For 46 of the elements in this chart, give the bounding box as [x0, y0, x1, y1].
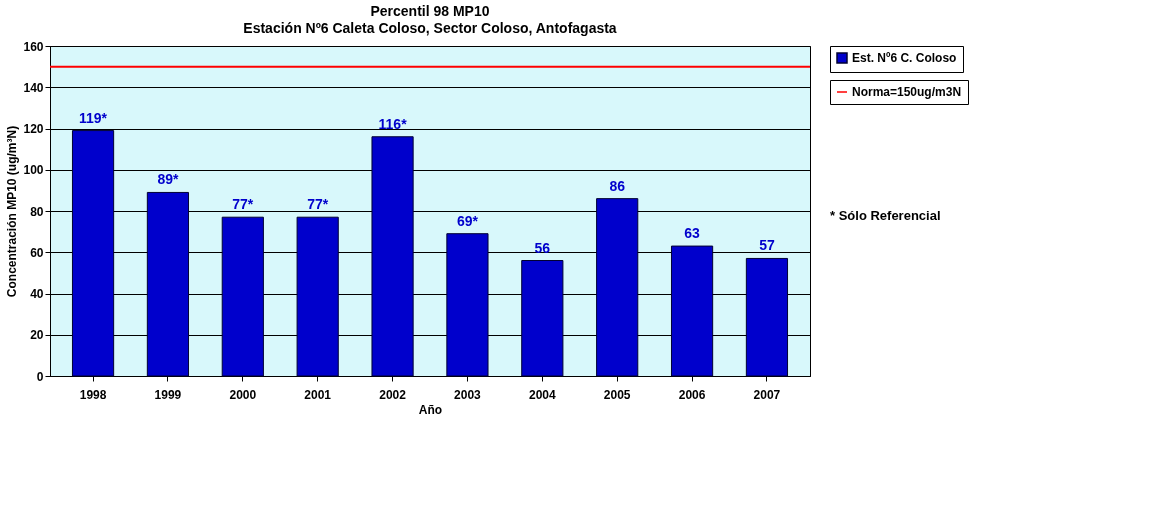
bar — [296, 216, 339, 377]
x-tick-label: 2005 — [603, 387, 631, 402]
y-tick-label: 20 — [30, 328, 44, 343]
x-tick-label: 2007 — [753, 387, 781, 402]
y-tick-label: 80 — [30, 204, 44, 219]
y-tick-label: 40 — [30, 287, 44, 301]
data-label: 63 — [684, 225, 701, 242]
data-label: 77* — [232, 196, 254, 213]
data-label: 119* — [79, 109, 108, 126]
text: * Sólo Referencial — [830, 208, 941, 223]
y-tick-label: 100 — [23, 163, 44, 178]
y-tick-label: 60 — [30, 245, 44, 260]
data-label: 69* — [456, 212, 479, 229]
bar — [670, 245, 714, 377]
y-axis-title: Concentración MP10 (ug/m³N) — [5, 125, 20, 298]
bar — [71, 130, 115, 377]
y-tick-label: 0 — [36, 369, 44, 384]
data-label: 77* — [307, 196, 329, 213]
data-label: 116* — [378, 115, 408, 132]
x-tick-label: 2003 — [454, 387, 482, 402]
y-tick-label: 160 — [23, 39, 44, 54]
chart-subtitle: Estación Nº6 Caleta Coloso, Sector Coloso, Antofagasta — [243, 20, 617, 36]
bar — [521, 260, 564, 377]
legend-label: Est. Nº6 C. Coloso — [852, 51, 957, 65]
x-tick-label: 2000 — [229, 387, 257, 402]
y-tick-label: 120 — [23, 122, 44, 136]
data-label: 89* — [157, 171, 179, 188]
bar — [371, 136, 414, 377]
bar — [146, 191, 190, 377]
x-tick-label: 1999 — [154, 387, 182, 402]
legend-label: Norma=150ug/m3N — [852, 85, 962, 99]
x-tick-label: 2002 — [379, 387, 407, 402]
y-tick-label: 140 — [23, 80, 44, 95]
x-tick-label: 2006 — [678, 387, 706, 402]
bar — [745, 257, 789, 377]
bar — [596, 198, 639, 377]
x-tick-label: 2001 — [304, 387, 332, 402]
data-label: 57 — [759, 237, 775, 254]
chart-title: Percentil 98 MP10 — [370, 3, 490, 19]
bar — [221, 216, 264, 377]
bar — [446, 233, 489, 377]
x-axis-title: Año — [418, 402, 443, 417]
data-label: 56 — [534, 239, 551, 256]
data-label: 86 — [609, 177, 626, 194]
x-tick-label: 2004 — [528, 387, 556, 402]
x-tick-label: 1998 — [79, 387, 107, 402]
